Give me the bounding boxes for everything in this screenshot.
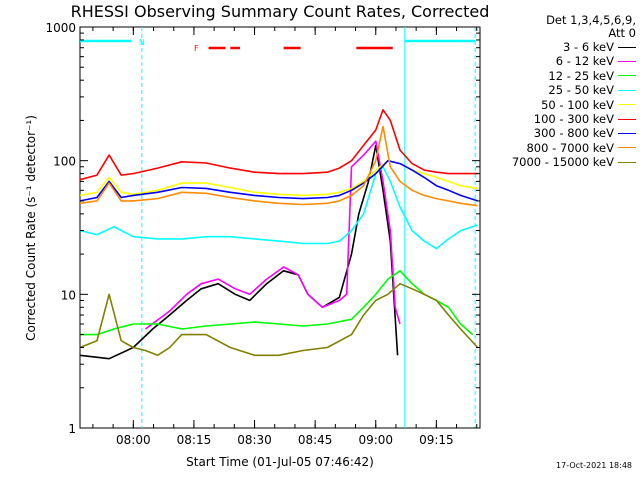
legend-item-swatch [618, 75, 636, 77]
legend-item-swatch [618, 61, 636, 63]
legend-item-swatch [618, 147, 636, 149]
legend-item: 25 - 50 keV [486, 83, 636, 97]
legend-item-label: 300 - 800 keV [533, 126, 614, 141]
chart-title: RHESSI Observing Summary Count Rates, Co… [71, 2, 490, 21]
x-tick-label: 08:45 [298, 433, 333, 447]
series-line-800-7000-kev [79, 125, 478, 207]
series-line-12-25-kev [80, 269, 474, 336]
legend-item: 800 - 7000 keV [486, 141, 636, 155]
x-tick-label: 08:15 [177, 433, 212, 447]
legend-item: 50 - 100 keV [486, 98, 636, 112]
legend-item-label: 800 - 7000 keV [526, 140, 614, 155]
y-axis-label: Corrected Count Rate (s⁻¹ detector⁻¹) [24, 115, 38, 341]
series-line-50-100-kev [79, 159, 478, 197]
plot-frame [79, 26, 481, 429]
legend-header-attenuator: Att 0 [608, 26, 636, 40]
x-tick-label: 08:00 [116, 433, 151, 447]
y-tick-label: 1000 [45, 21, 76, 35]
series-line-6-12-kev [145, 140, 401, 330]
series-line-3-6-kev [79, 144, 399, 360]
legend-item-swatch [618, 46, 636, 48]
y-tick-label: 10 [61, 288, 76, 302]
legend-item-label: 100 - 300 keV [533, 111, 614, 126]
legend-item: 12 - 25 keV [486, 69, 636, 83]
series-line-7000-15000-kev [79, 282, 479, 357]
x-tick-label: 09:00 [358, 433, 393, 447]
legend: Det 1,3,4,5,6,9, Att 0 3 - 6 keV 6 - 12 k… [486, 14, 636, 170]
series-line-25-50-kev [79, 166, 478, 250]
x-tick-label: 09:15 [419, 433, 454, 447]
legend-item-swatch [618, 161, 636, 163]
legend-item-label: 50 - 100 keV [541, 97, 614, 112]
ticks-layer: 1 10 100 1000 08:00 08:15 08:30 08:45 09:00 09:15 [45, 21, 480, 447]
y-tick-label: 1 [68, 422, 76, 436]
legend-item-swatch [618, 118, 636, 120]
legend-item-label: 7000 - 15000 keV [511, 155, 614, 170]
legend-item-swatch [618, 104, 636, 106]
legend-header-detectors: Det 1,3,4,5,6,9, [546, 13, 636, 27]
x-axis-label: Start Time (01-Jul-05 07:46:42) [186, 455, 374, 469]
flags-layer: NF [80, 27, 476, 428]
legend-item: 7000 - 15000 keV [486, 155, 636, 169]
flare-flag-label: F [194, 44, 199, 53]
legend-item: 6 - 12 keV [486, 54, 636, 68]
series-line-300-800-kev [79, 159, 478, 202]
plot-border [79, 26, 481, 429]
y-tick-label: 100 [53, 155, 76, 169]
legend-item-swatch [618, 133, 636, 135]
legend-item: 3 - 6 keV [486, 40, 636, 54]
legend-item-label: 6 - 12 keV [555, 54, 614, 69]
legend-item-label: 3 - 6 keV [563, 40, 614, 54]
legend-item: 300 - 800 keV [486, 126, 636, 140]
legend-item-label: 12 - 25 keV [548, 68, 614, 83]
series-line-100-300-kev [79, 109, 478, 181]
series-layer [79, 109, 479, 360]
legend-rows: 3 - 6 keV 6 - 12 keV 12 - 25 keV 25 - 50 ke… [486, 40, 636, 170]
x-tick-label: 08:30 [237, 433, 272, 447]
legend-item: 100 - 300 keV [486, 112, 636, 126]
legend-item-label: 25 - 50 keV [548, 83, 614, 98]
footer-timestamp: 17-Oct-2021 18:48 [556, 461, 632, 470]
legend-item-swatch [618, 89, 636, 91]
